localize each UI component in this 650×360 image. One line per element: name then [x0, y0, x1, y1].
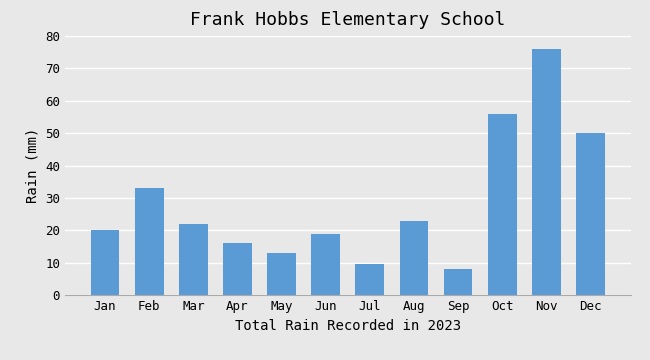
Bar — [400, 221, 428, 295]
Bar — [267, 253, 296, 295]
Bar — [356, 264, 384, 295]
Y-axis label: Rain (mm): Rain (mm) — [25, 128, 40, 203]
Bar — [488, 114, 517, 295]
Title: Frank Hobbs Elementary School: Frank Hobbs Elementary School — [190, 11, 506, 29]
Bar — [223, 243, 252, 295]
Bar — [311, 234, 340, 295]
Bar — [532, 49, 561, 295]
Bar — [135, 188, 164, 295]
Bar — [91, 230, 120, 295]
X-axis label: Total Rain Recorded in 2023: Total Rain Recorded in 2023 — [235, 319, 461, 333]
Bar — [576, 133, 604, 295]
Bar — [179, 224, 207, 295]
Bar — [444, 269, 473, 295]
